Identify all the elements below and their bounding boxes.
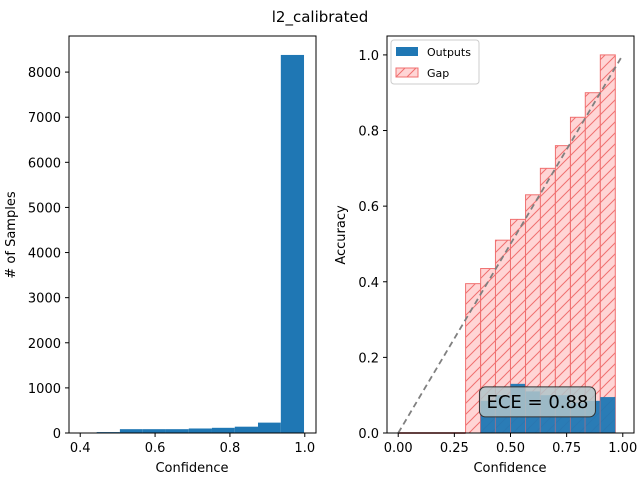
legend-label-outputs: Outputs (427, 46, 471, 59)
y-tick-label: 6000 (28, 156, 61, 171)
ece-box (478, 386, 596, 418)
reliability-y-axis-label: Accuracy (334, 205, 349, 265)
y-tick-label: 3000 (28, 292, 61, 307)
ece-label: ECE = 0.88 (486, 392, 588, 413)
x-tick-label: 1.0 (294, 441, 315, 456)
y-tick-label: 1.0 (358, 49, 379, 64)
x-tick-label: 0.4 (70, 441, 91, 456)
y-tick-label: 0.6 (358, 200, 379, 215)
x-tick-label: 0.00 (384, 441, 413, 456)
y-tick-label: 0 (53, 427, 61, 442)
legend-swatch-outputs (396, 47, 418, 56)
histogram-x-ticks: 0.4 0.6 0.8 1.0 (70, 433, 315, 456)
histogram-bar (257, 422, 281, 433)
y-tick-label: 4000 (28, 247, 61, 262)
legend: Outputs Gap (390, 39, 480, 85)
histogram-bar (211, 427, 235, 433)
histogram-chart: 0.4 0.6 0.8 1.0 0 1000 2000 3000 4000 5000 6000 70… (4, 35, 317, 476)
x-tick-label: 0.6 (145, 441, 166, 456)
y-tick-label: 0.8 (358, 125, 379, 140)
histogram-bars (73, 54, 305, 434)
y-tick-label: 5000 (28, 201, 61, 216)
reliability-x-axis-label: Confidence (473, 461, 546, 476)
x-tick-label: 0.50 (496, 441, 525, 456)
y-tick-label: 1000 (28, 382, 61, 397)
histogram-bar (188, 428, 212, 433)
gap-bar (584, 92, 601, 434)
ece-annotation: ECE = 0.88 (478, 386, 596, 418)
y-tick-label: 0.4 (358, 276, 379, 291)
histogram-bar (165, 429, 189, 433)
x-tick-label: 1.00 (608, 441, 637, 456)
legend-swatch-gap (395, 67, 419, 78)
outputs-bar (600, 397, 616, 433)
histogram-bar (119, 429, 143, 433)
y-tick-label: 2000 (28, 337, 61, 352)
x-tick-label: 0.75 (552, 441, 581, 456)
reliability-y-ticks: 0.0 0.2 0.4 0.6 0.8 1.0 (358, 49, 387, 442)
histogram-axes-frame (68, 35, 317, 434)
histogram-bar (142, 429, 166, 433)
histogram-x-axis-label: Confidence (155, 461, 228, 476)
x-tick-label: 0.25 (440, 441, 469, 456)
reliability-chart: ECE = 0.88 0.00 0.25 0.50 0.75 1.00 0.00.20.… (334, 35, 637, 476)
reliability-x-ticks: 0.00 0.25 0.50 0.75 1.00 (384, 433, 637, 456)
y-tick-label: 8000 (28, 66, 61, 81)
reliability-bars (465, 54, 616, 434)
legend-label-gap: Gap (427, 67, 449, 80)
histogram-y-axis-label: # of Samples (4, 191, 19, 278)
y-tick-label: 0.0 (358, 427, 379, 442)
figure-title: l2_calibrated (272, 8, 369, 27)
gap-bar (465, 283, 482, 434)
histogram-y-ticks: 0 1000 2000 3000 4000 5000 6000 7000 8000 (28, 66, 69, 442)
perfect-calibration-line (397, 54, 624, 434)
x-tick-label: 0.8 (220, 441, 241, 456)
gap-bar (569, 116, 586, 434)
y-tick-label: 7000 (28, 111, 61, 126)
y-tick-label: 0.2 (358, 351, 379, 366)
gap-bar (599, 54, 616, 434)
histogram-bar (234, 426, 258, 433)
histogram-bar (280, 54, 305, 434)
